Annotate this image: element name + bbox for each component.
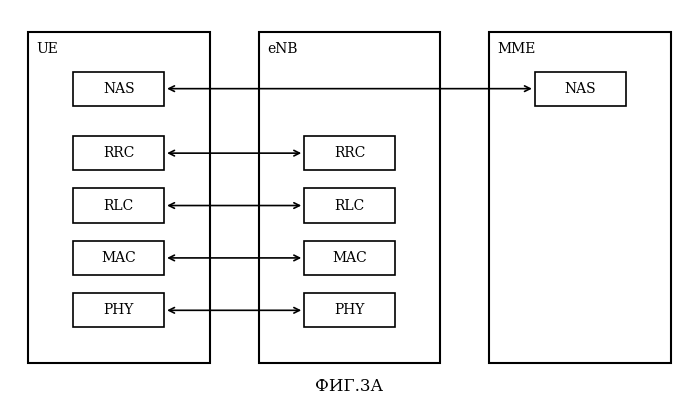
Text: MME: MME	[498, 42, 536, 56]
Text: RRC: RRC	[334, 146, 365, 160]
Text: MAC: MAC	[332, 251, 367, 265]
Text: NAS: NAS	[564, 82, 596, 96]
Text: NAS: NAS	[103, 82, 135, 96]
Bar	[489, 32, 671, 363]
Text: PHY: PHY	[334, 303, 365, 317]
Text: UE: UE	[36, 42, 58, 56]
Bar	[259, 32, 440, 363]
Bar	[73, 189, 164, 222]
Text: ФИГ.3А: ФИГ.3А	[315, 378, 384, 395]
Bar	[73, 71, 164, 106]
Text: RRC: RRC	[103, 146, 134, 160]
Text: eNB: eNB	[267, 42, 298, 56]
Text: RLC: RLC	[103, 199, 134, 212]
Text: PHY: PHY	[103, 303, 134, 317]
Bar	[73, 136, 164, 170]
Bar	[73, 241, 164, 275]
Bar	[304, 241, 395, 275]
Bar	[535, 71, 626, 106]
Bar	[28, 32, 210, 363]
Bar	[304, 189, 395, 222]
Bar	[73, 293, 164, 327]
Bar	[304, 293, 395, 327]
Bar	[304, 136, 395, 170]
Text: MAC: MAC	[101, 251, 136, 265]
Text: RLC: RLC	[334, 199, 365, 212]
